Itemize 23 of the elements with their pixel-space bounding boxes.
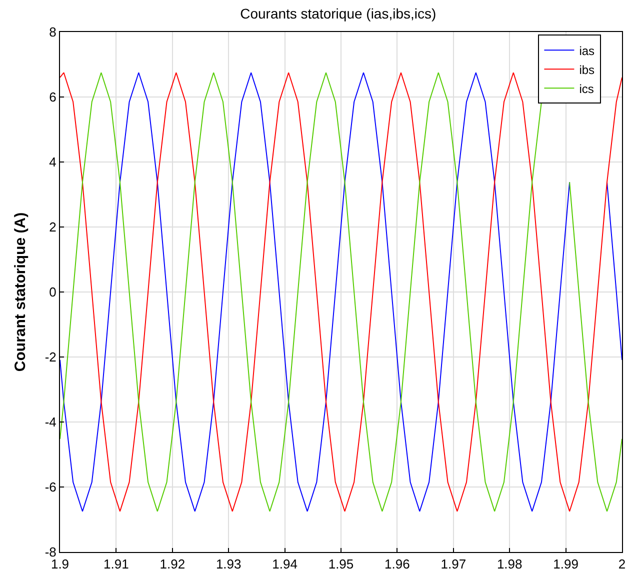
legend-label: ias — [579, 44, 595, 58]
y-axis-title: Courant statorique (A) — [12, 212, 30, 372]
y-tick-label: 2 — [49, 220, 56, 235]
x-tick-label: 1.95 — [328, 556, 354, 572]
x-tick-label: 1.96 — [384, 556, 410, 572]
chart-title: Courants statorique (ias,ibs,ics) — [240, 6, 436, 22]
y-tick-label: 4 — [49, 154, 56, 170]
y-tick-label: 8 — [49, 24, 56, 40]
x-tick-label: 1.97 — [440, 556, 466, 572]
y-tick-label: 0 — [49, 284, 56, 300]
x-tick-label: 1.92 — [160, 556, 186, 572]
x-tick-label: 1.91 — [104, 556, 129, 572]
x-tick-label: 1.98 — [496, 556, 522, 572]
y-tick-label: -4 — [44, 414, 56, 430]
y-tick-label: -6 — [44, 480, 56, 495]
y-tick-label: 6 — [49, 90, 56, 105]
x-tick-label: 2 — [618, 556, 626, 572]
y-tick-label: -2 — [44, 350, 56, 365]
legend-label: ics — [579, 82, 594, 96]
x-tick-label: 1.94 — [272, 556, 298, 572]
legend-label: ibs — [579, 62, 595, 77]
x-tick-label: 1.93 — [216, 556, 242, 572]
x-tick-label: 1.99 — [553, 556, 578, 572]
